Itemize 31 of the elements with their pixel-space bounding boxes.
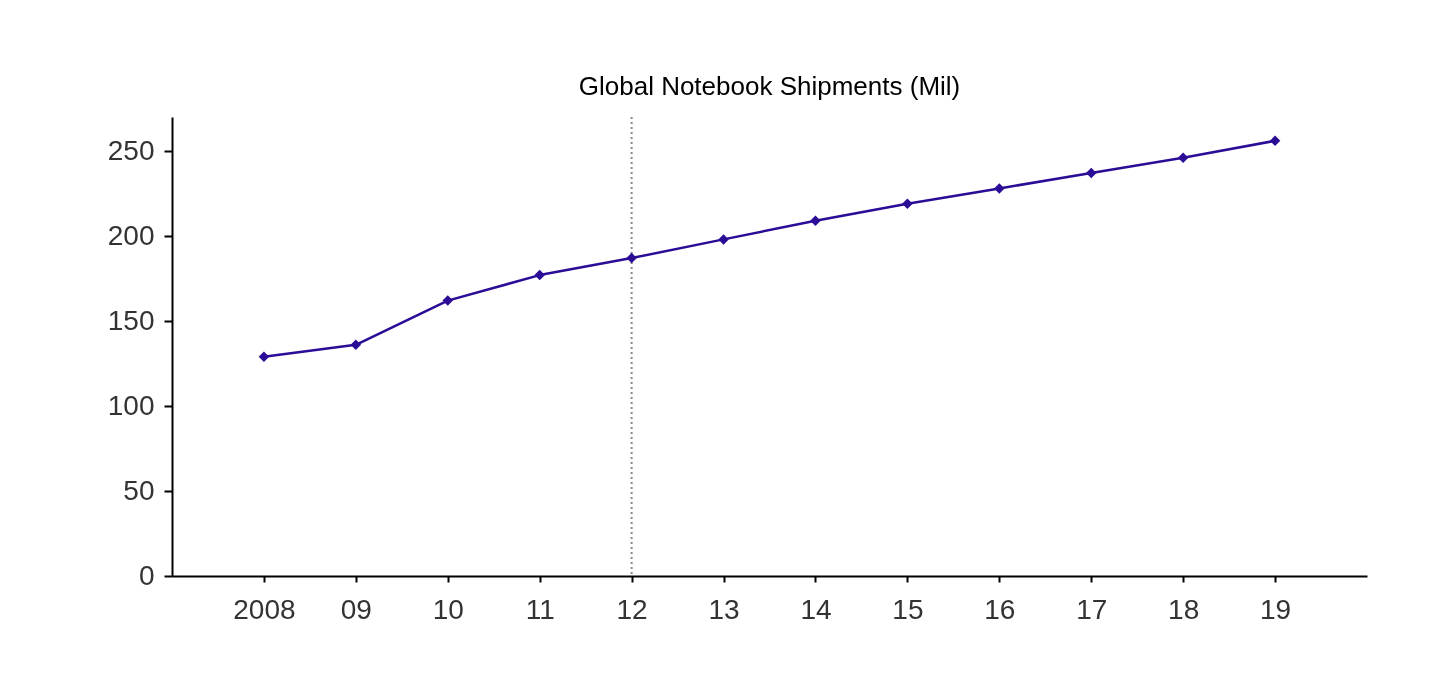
x-tick-label: 18: [1168, 593, 1200, 625]
x-tick-label: 12: [616, 593, 648, 625]
x-tick-label: 09: [340, 593, 372, 625]
x-tick-label: 14: [800, 593, 832, 625]
point: [1085, 167, 1097, 179]
point: [810, 215, 821, 226]
x-tick-label: 15: [892, 593, 924, 625]
x-tick-label: 2008: [233, 593, 296, 625]
point: [994, 183, 1005, 194]
chart-title: Global Notebook Shipments (Mil): [578, 71, 961, 101]
y-tick-label: 50: [123, 474, 155, 506]
y-tick-label: 150: [107, 304, 155, 336]
y-tick-label: 250: [107, 134, 155, 166]
point: [350, 339, 362, 351]
point: [534, 269, 545, 281]
point: [626, 252, 637, 264]
x-tick-label: 10: [432, 593, 464, 625]
y-tick-label: 0: [138, 559, 155, 591]
point: [902, 198, 913, 209]
point: [1177, 152, 1189, 164]
x-tick-label: 13: [708, 593, 740, 625]
point: [718, 234, 729, 245]
x-tick-label: 16: [984, 593, 1016, 625]
point: [1269, 135, 1281, 147]
y-tick-label: 200: [107, 219, 155, 251]
point: [442, 295, 454, 306]
point: [258, 351, 270, 362]
y-tick-label: 100: [107, 389, 155, 421]
x-tick-label: 19: [1260, 593, 1292, 625]
x-tick-label: 11: [525, 593, 555, 625]
x-tick-label: 17: [1076, 593, 1108, 625]
